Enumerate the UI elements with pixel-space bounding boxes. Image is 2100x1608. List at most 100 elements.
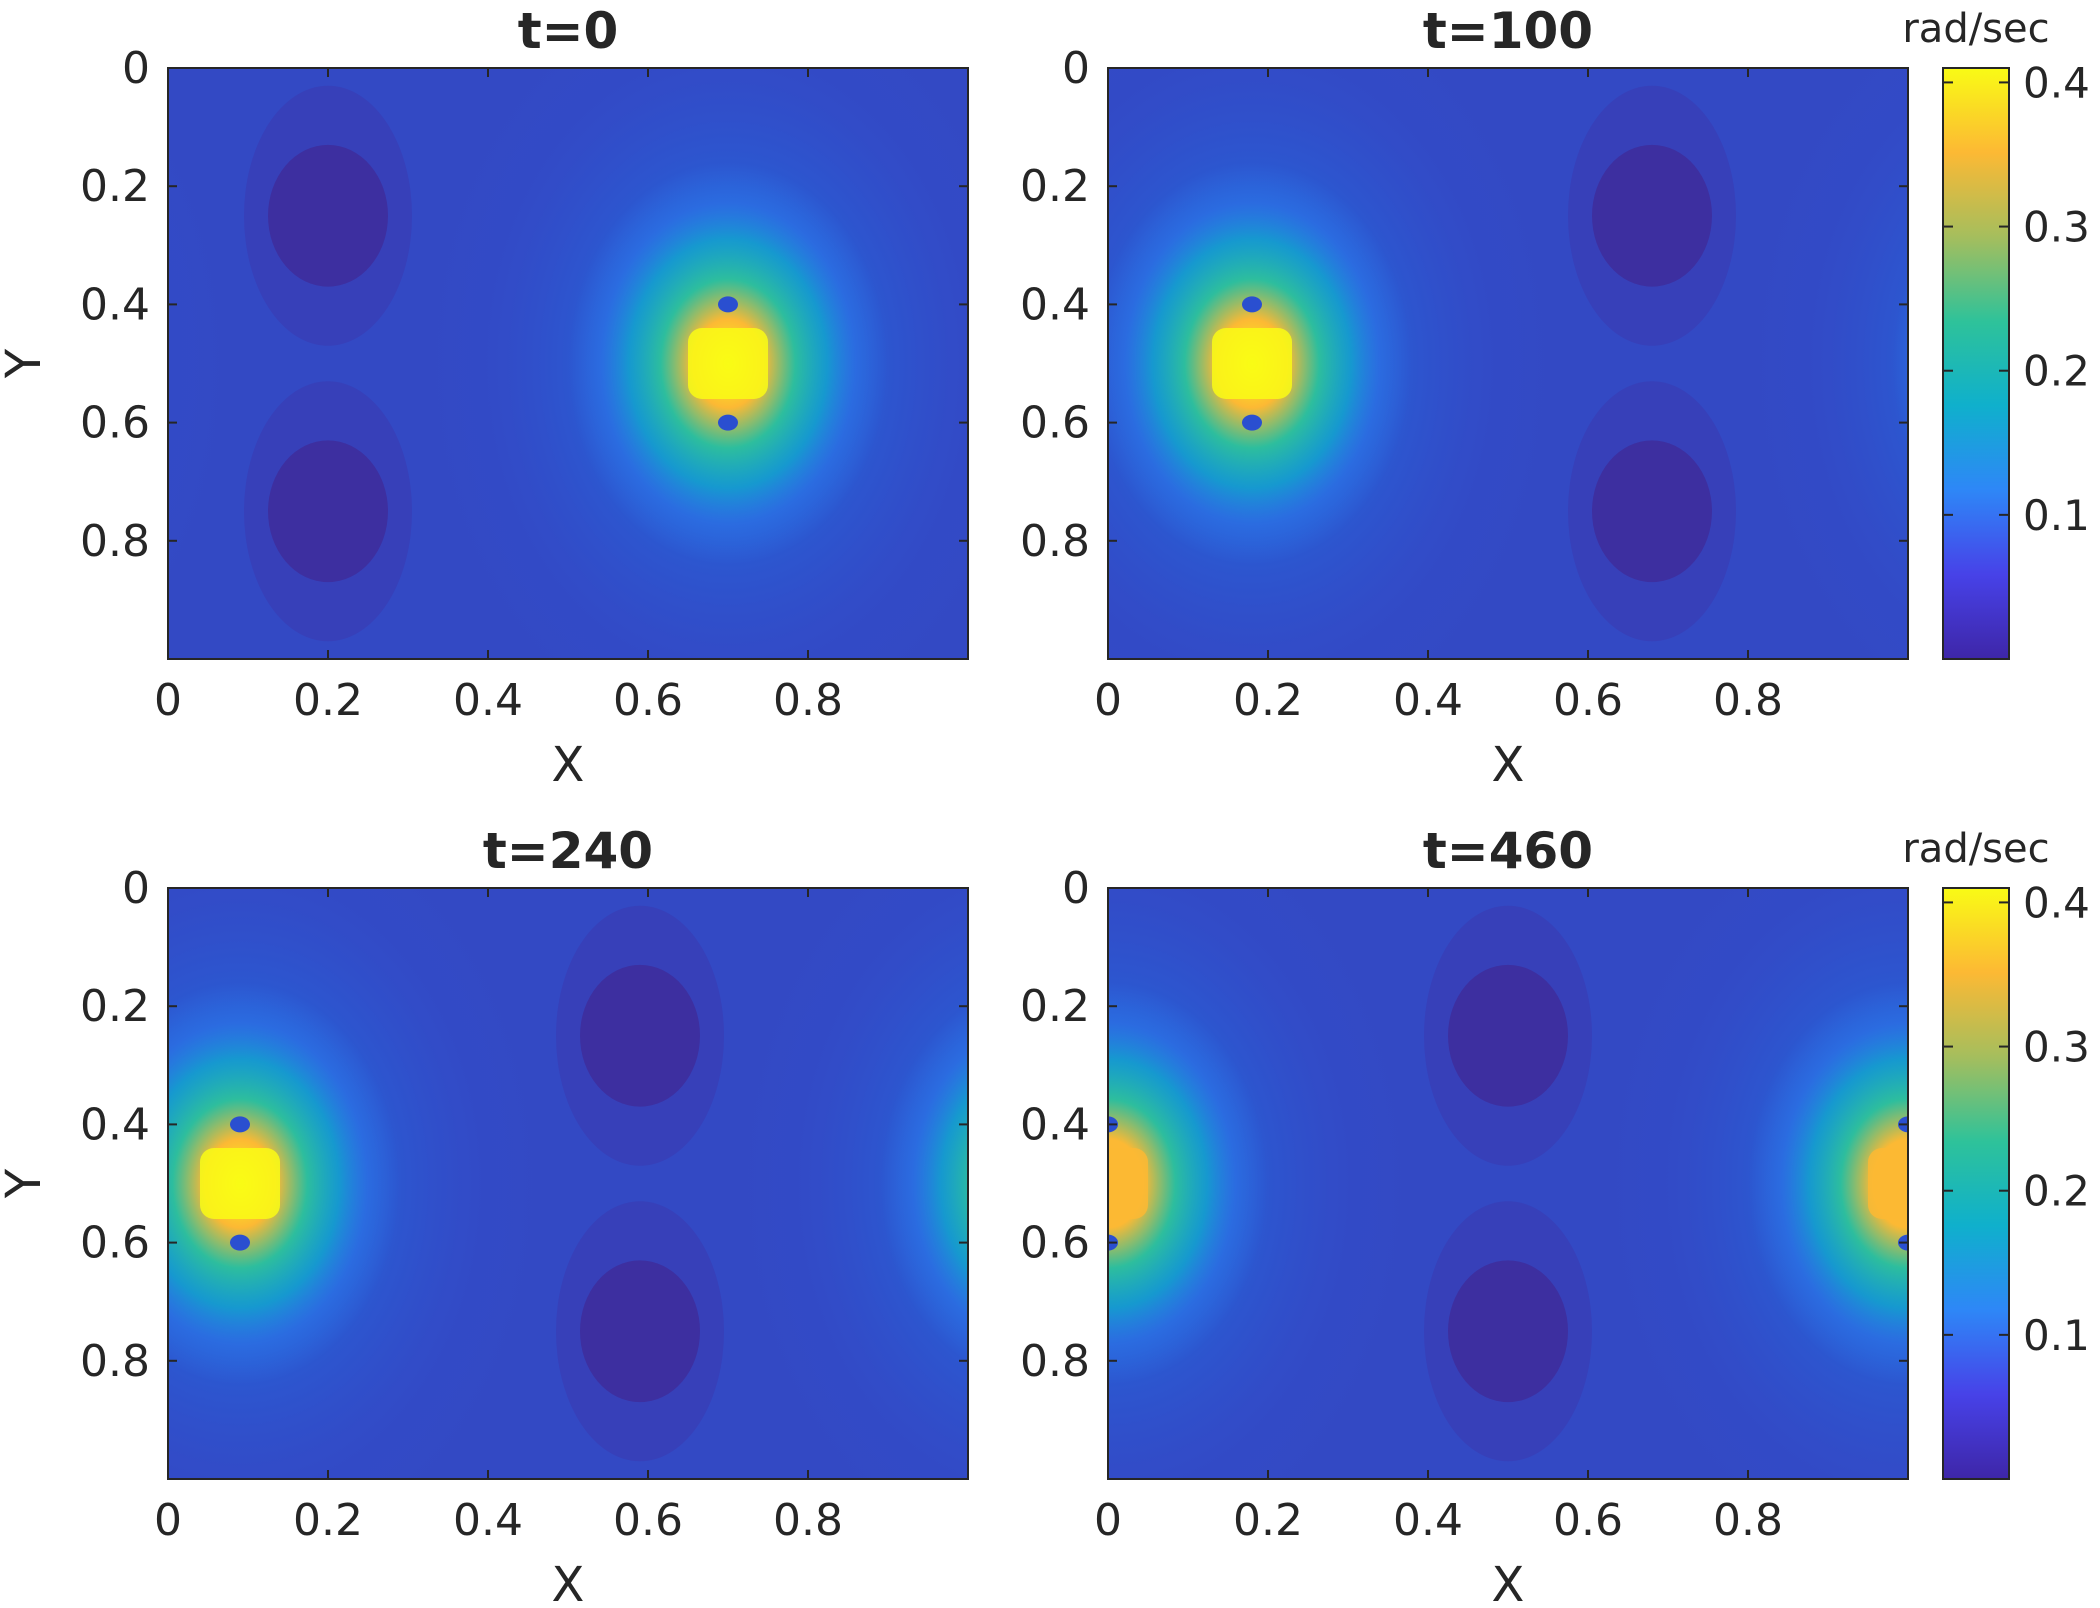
x-tick-label: 0.4 xyxy=(453,675,523,726)
y-tick-label: 0.6 xyxy=(80,398,150,449)
y-tick-label: 0.4 xyxy=(80,279,150,330)
trough-2 xyxy=(1592,440,1712,583)
colorbar-unit: rad/sec xyxy=(1902,6,2049,52)
colorbar-tick-label: 0.3 xyxy=(2023,203,2090,252)
peak-dot xyxy=(1242,414,1262,431)
y-tick-label: 0.2 xyxy=(1020,981,1090,1032)
panel-title: t=240 xyxy=(483,822,653,880)
y-tick-label: 0.2 xyxy=(1020,161,1090,212)
pulse-halo xyxy=(736,888,968,1479)
colorbar-tick-label: 0.2 xyxy=(2023,347,2090,396)
pulse-core xyxy=(1748,982,1908,1385)
peak-marker xyxy=(1868,1148,1908,1219)
trough-1 xyxy=(1592,144,1712,287)
pulse-halo xyxy=(1748,68,1908,659)
panel-title: t=460 xyxy=(1423,822,1593,880)
trough-2 xyxy=(268,440,388,583)
pulse-core xyxy=(1108,982,1268,1385)
colorbar-scale xyxy=(1942,887,2010,1480)
trough-1 xyxy=(580,964,700,1107)
y-axis-label: Y xyxy=(0,348,52,379)
panel-title: t=0 xyxy=(518,2,619,60)
y-tick-label: 0.8 xyxy=(1020,1336,1090,1387)
x-tick-label: 0.6 xyxy=(613,1495,683,1546)
x-tick-label: 0.8 xyxy=(773,675,843,726)
x-tick-label: 0.4 xyxy=(1393,675,1463,726)
x-tick-label: 0.2 xyxy=(1233,1495,1303,1546)
pulse-core xyxy=(880,1004,968,1363)
trough-2 xyxy=(580,1260,700,1403)
peak-dot xyxy=(718,296,738,313)
pulse-halo xyxy=(168,124,232,603)
pulse-core xyxy=(168,982,400,1385)
colorbar-tick-label: 0.2 xyxy=(2023,1167,2090,1216)
peak-marker xyxy=(1000,1148,1080,1219)
y-axis-label: Y xyxy=(0,1168,52,1199)
axes-frame xyxy=(167,887,969,1480)
colorbar: 0.1 0.2 0.3 0.4 rad/sec xyxy=(1902,826,2090,1480)
y-tick-label: 0.4 xyxy=(1020,279,1090,330)
peak-dot xyxy=(2042,415,2062,431)
colorbar-tick-label: 0.1 xyxy=(2023,491,2090,540)
peak-marker xyxy=(1212,328,1292,399)
axes-frame xyxy=(1107,67,1909,660)
axes-frame xyxy=(1107,887,1909,1480)
x-tick-label: 0.6 xyxy=(1553,1495,1623,1546)
y-tick-label: 0.2 xyxy=(80,981,150,1032)
peak-marker xyxy=(1108,1148,1148,1219)
y-tick-label: 0.2 xyxy=(80,161,150,212)
y-tick-label: 0.8 xyxy=(80,516,150,567)
y-tick-label: 0.6 xyxy=(80,1218,150,1269)
x-tick-label: 0.8 xyxy=(1713,675,1783,726)
peak-marker xyxy=(688,328,768,399)
y-tick-label: 0.8 xyxy=(80,1336,150,1387)
colorbar-tick-label: 0.3 xyxy=(2023,1023,2090,1072)
trough-1 xyxy=(1448,964,1568,1107)
x-tick-label: 0.2 xyxy=(293,675,363,726)
heatmap-field xyxy=(168,888,1080,1479)
heatmap-field xyxy=(168,68,968,659)
trough-1 xyxy=(268,144,388,287)
peak-dot xyxy=(718,414,738,431)
x-tick-label: 0 xyxy=(154,1495,182,1546)
y-tick-label: 0.4 xyxy=(1020,1099,1090,1150)
x-tick-label: 0.2 xyxy=(1233,675,1303,726)
x-axis-label: X xyxy=(552,1557,585,1608)
y-tick-label: 0.8 xyxy=(1020,516,1090,567)
x-tick-label: 0.4 xyxy=(453,1495,523,1546)
y-tick-label: 0 xyxy=(122,43,150,94)
x-tick-label: 0.8 xyxy=(773,1495,843,1546)
x-tick-label: 0 xyxy=(1094,1495,1122,1546)
colorbar-tick-label: 0.1 xyxy=(2023,1311,2090,1360)
y-tick-label: 0.6 xyxy=(1020,1218,1090,1269)
panel-1: 0 0.2 0.4 0.6 0.8 0 0.2 0.4 0.6 0.8 t=0 X Y xyxy=(0,2,969,793)
colorbar-unit: rad/sec xyxy=(1902,826,2049,872)
y-tick-label: 0 xyxy=(1062,863,1090,914)
trough-2 xyxy=(1448,1260,1568,1403)
peak-dot xyxy=(1242,296,1262,313)
x-axis-label: X xyxy=(552,737,585,793)
heatmap-field xyxy=(1108,888,1908,1479)
x-tick-label: 0.2 xyxy=(293,1495,363,1546)
colorbar: 0.1 0.2 0.3 0.4 rad/sec xyxy=(1902,6,2090,660)
y-tick-label: 0.4 xyxy=(80,1099,150,1150)
peak-dot xyxy=(230,1234,250,1251)
x-tick-label: 0.6 xyxy=(613,675,683,726)
colorbar-tick-label: 0.4 xyxy=(2023,58,2090,107)
y-tick-label: 0 xyxy=(1062,43,1090,94)
panel-4: 0 0.2 0.4 0.6 0.8 0 0.2 0.4 0.6 0.8 t=460 X xyxy=(1020,822,1909,1608)
pulse-core xyxy=(1892,276,1908,451)
x-axis-label: X xyxy=(1492,737,1525,793)
y-tick-label: 0.6 xyxy=(1020,398,1090,449)
x-tick-label: 0.4 xyxy=(1393,1495,1463,1546)
x-tick-label: 0.8 xyxy=(1713,1495,1783,1546)
panel-2: 0 0.2 0.4 0.6 0.8 0 0.2 0.4 0.6 0.8 t=100 X xyxy=(1020,2,2062,793)
x-tick-label: 0 xyxy=(154,675,182,726)
y-tick-label: 0 xyxy=(122,863,150,914)
x-axis-label: X xyxy=(1492,1557,1525,1608)
peak-marker xyxy=(200,1148,280,1219)
axes-frame xyxy=(167,67,969,660)
x-tick-label: 0 xyxy=(1094,675,1122,726)
peak-dot xyxy=(2042,296,2062,312)
